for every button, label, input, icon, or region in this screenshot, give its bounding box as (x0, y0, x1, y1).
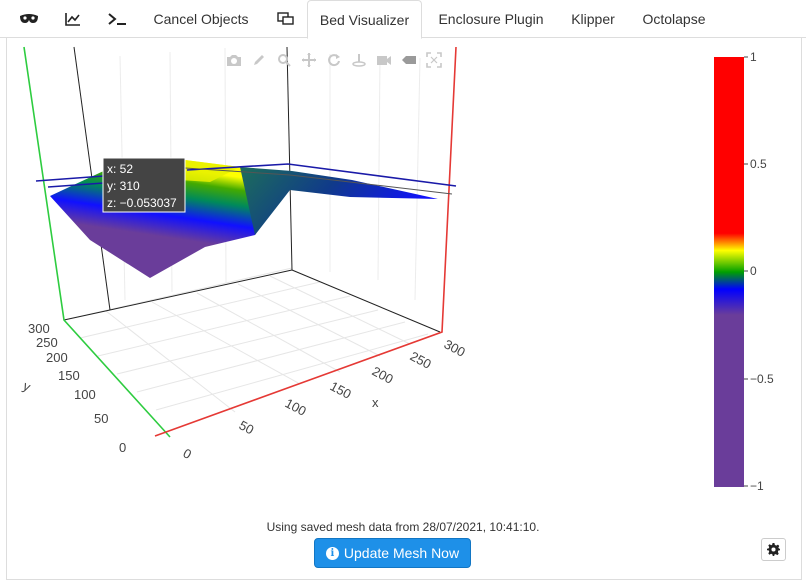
hover-plane (35, 163, 457, 188)
spike-lines (184, 167, 453, 195)
info-icon: i (325, 546, 339, 560)
settings-button[interactable] (761, 538, 786, 561)
y-tick-label: 0 (119, 440, 126, 455)
colorbar-ticks: 1 0.5 0 −0.5 −1 (744, 50, 774, 493)
colorbar-tick-label: 0 (750, 264, 757, 278)
tab-label: Octolapse (642, 11, 706, 27)
x-tick-label: 50 (237, 417, 257, 437)
tab-mask[interactable] (14, 0, 44, 38)
orbit-icon (327, 53, 340, 66)
pencil-icon (253, 54, 264, 65)
update-mesh-label: Update Mesh Now (343, 545, 460, 561)
x-tick-label: 0 (181, 445, 194, 462)
reset-icon (401, 55, 416, 64)
autoscale-icon (425, 51, 442, 68)
x-tick-label: 300 (442, 336, 468, 359)
y-axis-title: y (21, 378, 34, 395)
displays-icon (276, 12, 294, 25)
colorbar-tick-label: 0.5 (750, 157, 767, 171)
y-tick-label: 200 (46, 350, 68, 365)
tab-label: Klipper (571, 11, 615, 27)
tab-cancel-objects[interactable]: Cancel Objects (140, 0, 262, 38)
zoom-icon (277, 53, 291, 67)
mesh-status-text: Using saved mesh data from 28/07/2021, 1… (266, 520, 540, 534)
plot-modebar (224, 50, 443, 69)
tab-displays[interactable] (268, 0, 302, 38)
x-tick-labels: 0 50 100 150 200 250 300 (181, 336, 468, 462)
y-tick-label: 150 (58, 368, 80, 383)
reset-camera-button[interactable] (374, 50, 393, 69)
reset-view-button[interactable] (399, 50, 418, 69)
mesh-surface-right (240, 167, 438, 235)
terminal-icon (108, 13, 126, 25)
y-tick-labels: 0 50 100 150 200 250 300 (28, 321, 126, 455)
pan-button[interactable] (299, 50, 318, 69)
tooltip-x: x: 52 (107, 162, 133, 176)
colorbar (714, 57, 744, 487)
y-tick-label: 50 (94, 411, 108, 426)
tab-terminal[interactable] (101, 0, 133, 38)
floor-grid (63, 267, 429, 413)
tooltip-y: y: 310 (107, 179, 140, 193)
mesh-3d-plot[interactable]: x: 52 y: 310 z: −0.053037 0 50 100 150 2… (0, 0, 806, 520)
chart-line-icon (65, 13, 80, 26)
pan-icon (301, 52, 316, 67)
tab-label: Enclosure Plugin (438, 11, 544, 27)
x-tick-label: 100 (283, 395, 309, 418)
x-tick-label: 200 (370, 363, 396, 386)
update-mesh-button[interactable]: i Update Mesh Now (314, 538, 471, 568)
orbit-button[interactable] (324, 50, 343, 69)
turntable-button[interactable] (349, 50, 368, 69)
tab-klipper[interactable]: Klipper (560, 0, 626, 38)
y-axis-line (23, 46, 171, 438)
x-axis-title: x (372, 395, 379, 410)
mesh-surface-ridge (180, 160, 240, 182)
zoom-button[interactable] (274, 50, 293, 69)
tab-label: Cancel Objects (153, 11, 249, 27)
gear-icon (767, 543, 780, 556)
download-plot-button[interactable] (224, 50, 243, 69)
tab-bed-visualizer[interactable]: Bed Visualizer (307, 0, 422, 39)
colorbar-tick-label: −0.5 (750, 372, 774, 386)
tab-bar: Cancel Objects Bed Visualizer Enclosure … (0, 0, 806, 39)
tab-label: Bed Visualizer (319, 11, 410, 28)
bed-visualizer-panel (6, 38, 802, 580)
tab-octolapse[interactable]: Octolapse (632, 0, 716, 38)
tab-graph[interactable] (58, 0, 88, 38)
x-axis-line (154, 46, 457, 437)
hover-tooltip: x: 52 y: 310 z: −0.053037 (102, 157, 186, 213)
autoscale-button[interactable] (424, 50, 443, 69)
y-tick-label: 300 (28, 321, 50, 336)
x-tick-label: 250 (408, 348, 434, 371)
y-tick-label: 100 (74, 387, 96, 402)
mask-icon (20, 14, 38, 23)
reset-camera-icon (376, 55, 391, 65)
edit-plot-button[interactable] (249, 50, 268, 69)
turntable-icon (351, 53, 366, 67)
colorbar-tick-label: −1 (750, 479, 764, 493)
camera-icon (226, 54, 241, 66)
colorbar-tick-label: 1 (750, 50, 757, 64)
tooltip-z: z: −0.053037 (107, 196, 177, 210)
y-tick-label: 250 (36, 335, 58, 350)
tab-enclosure-plugin[interactable]: Enclosure Plugin (428, 0, 554, 38)
x-tick-label: 150 (328, 378, 354, 401)
